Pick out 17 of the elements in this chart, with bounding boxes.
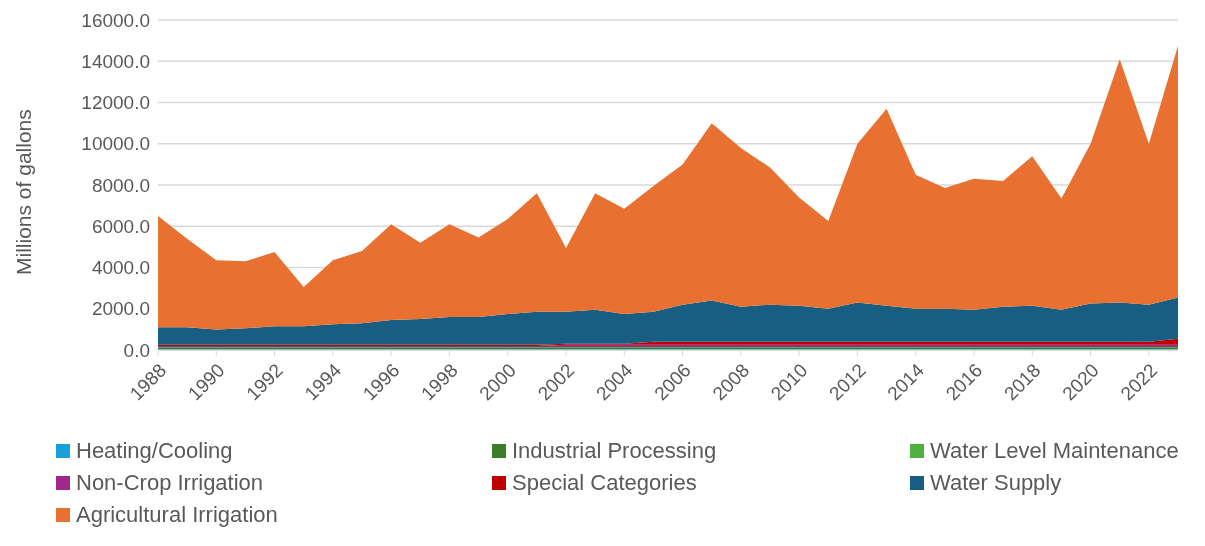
legend-label: Water Level Maintenance (930, 438, 1179, 464)
legend-label: Water Supply (930, 470, 1062, 496)
legend-label: Special Categories (512, 470, 697, 496)
legend-label: Industrial Processing (512, 438, 717, 464)
y-tick-label: 8000.0 (91, 174, 150, 196)
y-tick-label: 10000.0 (81, 133, 150, 155)
y-tick-label: 14000.0 (81, 50, 150, 72)
legend-label: Heating/Cooling (76, 438, 233, 464)
y-tick-label: 0.0 (123, 339, 150, 361)
y-axis-title: Millions of gallons (12, 109, 36, 275)
legend-label: Non-Crop Irrigation (76, 470, 264, 496)
y-tick-label: 12000.0 (81, 92, 150, 114)
y-tick-label: 6000.0 (91, 215, 150, 237)
legend-label: Agricultural Irrigation (76, 502, 278, 528)
y-tick-label: 2000.0 (91, 298, 150, 320)
y-tick-label: 16000.0 (81, 9, 150, 31)
y-tick-label: 4000.0 (91, 257, 150, 279)
